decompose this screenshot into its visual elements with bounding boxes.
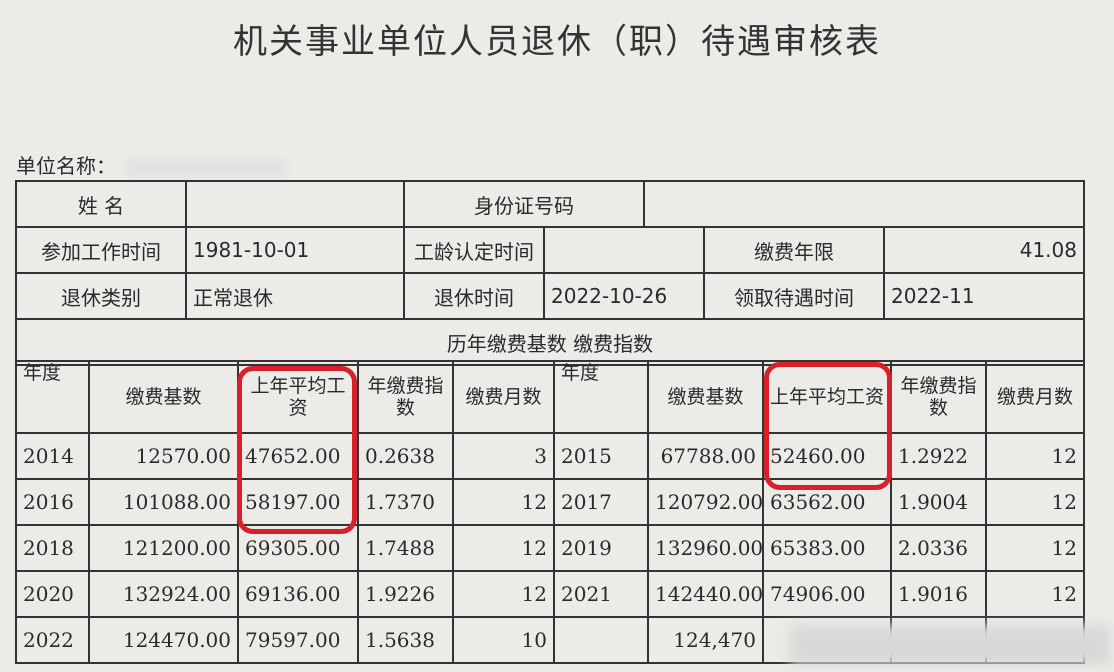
highlight-box-left xyxy=(237,366,357,534)
pay-years-value: 41.08 xyxy=(883,226,1085,274)
table-cell: 132960.00 xyxy=(647,524,764,572)
table-cell: 2017 xyxy=(553,478,649,526)
document-title: 机关事业单位人员退休（职）待遇审核表 xyxy=(233,22,881,62)
table-cell: 12 xyxy=(985,432,1085,480)
table-cell: 12 xyxy=(985,524,1085,572)
table-cell: 65383.00 xyxy=(762,524,892,572)
table-cell: 2019 xyxy=(553,524,649,572)
highlight-box-right xyxy=(764,362,892,490)
table-cell: 1.9004 xyxy=(890,478,987,526)
table-cell: 2020 xyxy=(15,570,90,618)
name-label: 姓 名 xyxy=(15,180,187,228)
column-header: 缴费基数 xyxy=(88,360,239,434)
column-header: 上年平均工资 xyxy=(237,360,359,434)
work-start-value: 1981-10-01 xyxy=(185,226,405,274)
table-cell: 1.9226 xyxy=(357,570,454,618)
pay-years-label: 缴费年限 xyxy=(703,226,885,274)
column-header: 缴费月数 xyxy=(452,360,555,434)
unit-name-field: 单位名称： xyxy=(16,150,286,179)
table-cell: 120792.00 xyxy=(647,478,764,526)
unit-name-label: 单位名称： xyxy=(16,154,116,178)
column-header: 年度 xyxy=(553,360,649,434)
column-header: 年缴费指数 xyxy=(890,360,987,434)
seniority-value xyxy=(543,226,705,274)
table-cell: 67788.00 xyxy=(647,432,764,480)
table-cell: 121200.00 xyxy=(88,524,239,572)
table-cell: 1.5638 xyxy=(357,616,454,664)
table-cell: 1.7488 xyxy=(357,524,454,572)
benefit-time-value: 2022-11 xyxy=(883,272,1085,320)
table-cell: 58197.00 xyxy=(237,478,359,526)
table-cell: 12570.00 xyxy=(88,432,239,480)
id-value xyxy=(643,180,1085,228)
table-cell: 47652.00 xyxy=(237,432,359,480)
section-title: 历年缴费基数 缴费指数 xyxy=(15,318,1085,366)
table-cell: 0.2638 xyxy=(357,432,454,480)
column-header: 缴费月数 xyxy=(985,360,1085,434)
table-cell: 2022 xyxy=(15,616,90,664)
table-cell: 69136.00 xyxy=(237,570,359,618)
table-row: 2020 132924.00 69136.00 1.9226 12 2021 142440.… xyxy=(15,570,1085,618)
column-header: 缴费基数 xyxy=(647,360,764,434)
table-cell: 2021 xyxy=(553,570,649,618)
table-cell: 3 xyxy=(452,432,555,480)
table-cell: 79597.00 xyxy=(237,616,359,664)
table-cell: 2014 xyxy=(15,432,90,480)
benefit-time-label: 领取待遇时间 xyxy=(703,272,885,320)
table-cell: 2018 xyxy=(15,524,90,572)
table-cell: 132924.00 xyxy=(88,570,239,618)
column-header: 年度 xyxy=(15,360,90,434)
table-cell: 74906.00 xyxy=(762,570,892,618)
table-cell: 12 xyxy=(985,570,1085,618)
table-cell xyxy=(553,616,649,664)
table-cell: 2016 xyxy=(15,478,90,526)
table-row: 2014 12570.00 47652.00 0.2638 3 2015 67788.00 5… xyxy=(15,432,1085,480)
table-cell: 124,470 xyxy=(647,616,764,664)
table-cell: 1.9016 xyxy=(890,570,987,618)
work-start-label: 参加工作时间 xyxy=(15,226,187,274)
table-cell: 52460.00 xyxy=(762,432,892,480)
retire-type-value: 正常退休 xyxy=(185,272,405,320)
table-cell: 2.0336 xyxy=(890,524,987,572)
column-header: 上年平均工资 xyxy=(762,360,892,434)
table-cell: 12 xyxy=(452,570,555,618)
seniority-label: 工龄认定时间 xyxy=(403,226,545,274)
redacted-unit-name xyxy=(126,158,286,177)
contribution-table: 年度 缴费基数 上年平均工资 年缴费指数 缴费月数 年度 缴费基数 上年平均工资 年缴费指数 缴费… xyxy=(15,360,1085,664)
id-label: 身份证号码 xyxy=(403,180,645,228)
table-row: 2016 101088.00 58197.00 1.7370 12 2017 120792.… xyxy=(15,478,1085,526)
retire-time-label: 退休时间 xyxy=(403,272,545,320)
table-cell: 1.7370 xyxy=(357,478,454,526)
table-cell: 12 xyxy=(985,478,1085,526)
table-cell: 2015 xyxy=(553,432,649,480)
table-cell: 101088.00 xyxy=(88,478,239,526)
watermark xyxy=(790,625,1110,665)
table-row: 2018 121200.00 69305.00 1.7488 12 2019 132960.… xyxy=(15,524,1085,572)
table-cell: 10 xyxy=(452,616,555,664)
column-header: 年缴费指数 xyxy=(357,360,454,434)
retire-time-value: 2022-10-26 xyxy=(543,272,705,320)
personal-info-table: 姓 名 身份证号码 参加工作时间 1981-10-01 工龄认定时间 缴费年限 … xyxy=(15,180,1085,366)
table-cell: 12 xyxy=(452,524,555,572)
table-cell: 142440.00 xyxy=(647,570,764,618)
table-cell: 124470.00 xyxy=(88,616,239,664)
name-value xyxy=(185,180,405,228)
table-cell: 12 xyxy=(452,478,555,526)
retire-type-label: 退休类别 xyxy=(15,272,187,320)
table-cell: 1.2922 xyxy=(890,432,987,480)
